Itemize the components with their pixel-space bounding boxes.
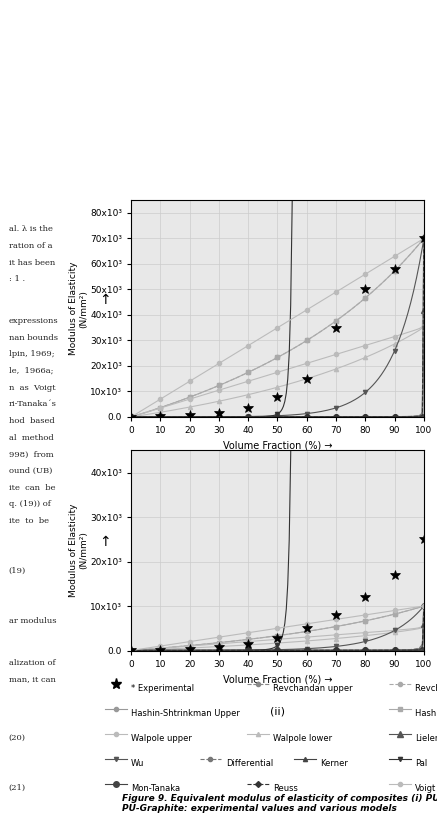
Text: Hashin-Shtrinkman Lower: Hashin-Shtrinkman Lower <box>415 709 437 717</box>
Text: al. λ is the: al. λ is the <box>9 225 52 234</box>
Text: Differential: Differential <box>226 759 273 767</box>
Text: Voigt: Voigt <box>415 784 437 792</box>
Text: hod  based: hod based <box>9 417 55 425</box>
Text: 998)  from: 998) from <box>9 450 53 459</box>
Y-axis label: Modulus of Elasticity
(N/mm²): Modulus of Elasticity (N/mm²) <box>69 504 89 597</box>
Y-axis label: Modulus of Elasticity
(N/mm²): Modulus of Elasticity (N/mm²) <box>69 262 89 355</box>
Text: expressions: expressions <box>9 317 59 325</box>
X-axis label: Volume Fraction (%) →: Volume Fraction (%) → <box>223 440 332 450</box>
Text: (21): (21) <box>9 784 26 792</box>
Text: lpin, 1969;: lpin, 1969; <box>9 350 54 359</box>
Text: Lielens: Lielens <box>415 734 437 742</box>
Text: (ii): (ii) <box>270 706 285 716</box>
Text: ar modulus: ar modulus <box>9 617 56 626</box>
Text: alization of: alization of <box>9 659 55 667</box>
Text: Hashin-Shtrinkman Upper: Hashin-Shtrinkman Upper <box>131 709 240 717</box>
Text: man, it can: man, it can <box>9 676 55 684</box>
Text: it has been: it has been <box>9 259 55 267</box>
Text: : 1 .: : 1 . <box>9 275 25 284</box>
Text: n  as  Voigt: n as Voigt <box>9 384 55 392</box>
Text: ite  to  be: ite to be <box>9 517 49 525</box>
Text: * Experimental: * Experimental <box>131 684 194 692</box>
Text: Wu: Wu <box>131 759 145 767</box>
Text: Walpole upper: Walpole upper <box>131 734 192 742</box>
Text: (i): (i) <box>271 478 284 488</box>
Text: ri-Tanaka´s: ri-Tanaka´s <box>9 400 57 409</box>
Text: Walpole lower: Walpole lower <box>273 734 332 742</box>
Text: Reuss: Reuss <box>273 784 298 792</box>
Text: Revchandan upper: Revchandan upper <box>273 684 353 692</box>
Text: ound (UB): ound (UB) <box>9 467 52 475</box>
Text: Revchandan lower: Revchandan lower <box>415 684 437 692</box>
Text: Pal: Pal <box>415 759 427 767</box>
Text: Figure 9. Equivalent modulus of elasticity of composites (i) PU-Al and (ii)
PU-G: Figure 9. Equivalent modulus of elastici… <box>122 794 437 813</box>
Text: le,  1966a;: le, 1966a; <box>9 367 53 375</box>
X-axis label: Volume Fraction (%) →: Volume Fraction (%) → <box>223 674 332 684</box>
Text: q. (19)) of: q. (19)) of <box>9 500 51 509</box>
Text: al  method: al method <box>9 434 53 442</box>
Text: (20): (20) <box>9 734 26 742</box>
Text: Mon-Tanaka: Mon-Tanaka <box>131 784 180 792</box>
Text: ↑: ↑ <box>99 294 111 307</box>
Text: Kerner: Kerner <box>320 759 348 767</box>
Text: nan bounds: nan bounds <box>9 334 58 342</box>
Text: ration of a: ration of a <box>9 242 52 250</box>
Text: ite  can  be: ite can be <box>9 484 55 492</box>
Text: ↑: ↑ <box>99 535 111 549</box>
Text: (19): (19) <box>9 567 26 575</box>
